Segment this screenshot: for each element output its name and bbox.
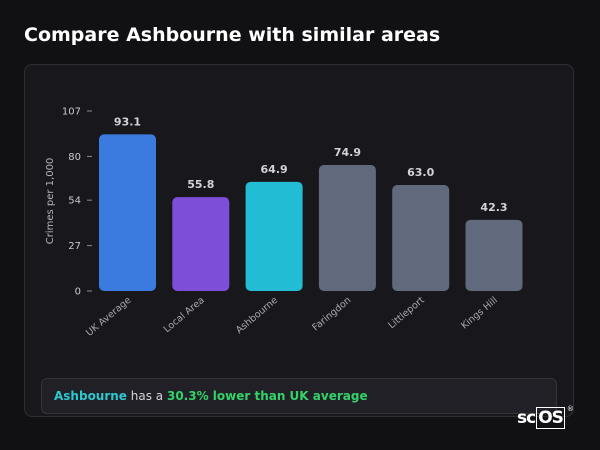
summary-banner: Ashbourne has a 30.3% lower than UK aver… [41,378,557,414]
bar-value-label: 42.3 [480,201,507,214]
y-tick-label: 54 [68,196,81,207]
x-tick-label: Local Area [162,295,207,335]
bar-value-label: 64.9 [261,163,288,176]
x-tick-label: Kings Hill [459,295,500,332]
y-tick-label: 107 [62,107,81,118]
brand-logo: sc OS ® [517,405,574,429]
brand-prefix: sc [517,408,536,428]
brand-registered-mark: ® [566,405,574,413]
chart-card: Crimes per 1,000 0 27 54 80 107 93.1 UK Average… [24,64,574,417]
y-tick-label: 27 [68,241,81,252]
x-tick-label: UK Average [84,295,133,339]
page-title: Compare Ashbourne with similar areas [24,24,441,46]
summary-comparison: 30.3% lower than UK average [166,389,368,403]
bar-value-label: 55.8 [187,178,214,191]
x-tick-label: Faringdon [310,295,353,334]
bar-value-label: 63.0 [407,166,434,179]
summary-area-name: Ashbourne [54,389,127,403]
bar [99,134,156,291]
bar [318,165,376,291]
bar-value-label: 93.1 [114,115,141,128]
bar [245,181,303,291]
bar [465,219,523,291]
x-tick-label: Ashbourne [234,295,280,336]
y-axis-label: Crimes per 1,000 [45,158,56,245]
bar-chart: Crimes per 1,000 0 27 54 80 107 93.1 UK Average… [45,107,523,339]
x-tick-label: Littleport [386,295,426,331]
bar [392,185,450,291]
bar-value-label: 74.9 [334,146,361,159]
brand-os: OS [536,407,565,429]
y-tick-label: 80 [68,152,81,163]
summary-connector-text: has a [126,389,167,403]
y-tick-label: 0 [75,287,81,298]
bar [172,197,230,291]
